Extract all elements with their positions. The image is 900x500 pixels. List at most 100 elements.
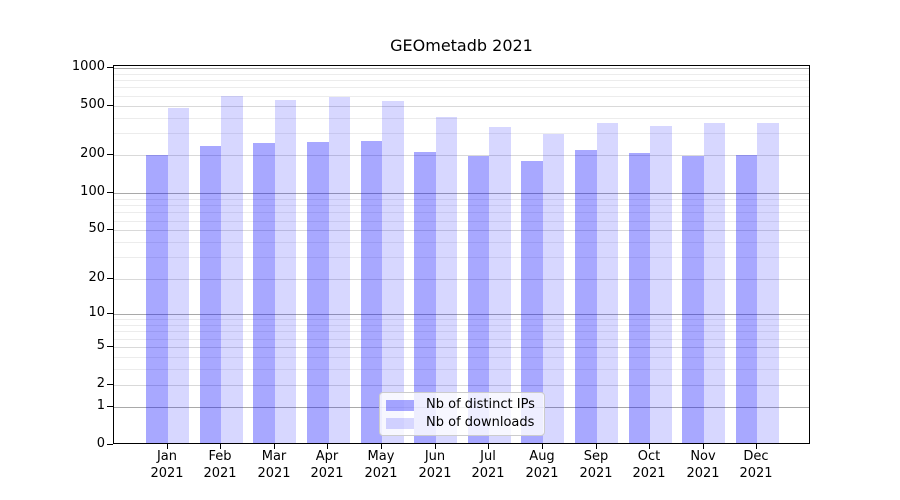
y-tick-label-5: 5 — [96, 338, 105, 353]
y-tick-label-50: 50 — [88, 221, 105, 236]
bar-downloads-jan — [167, 108, 190, 443]
y-tick-label-1000: 1000 — [71, 59, 105, 74]
legend: Nb of distinct IPs Nb of downloads — [379, 392, 545, 436]
x-tick-oct — [649, 444, 650, 449]
gridline-y-4 — [114, 357, 809, 358]
bar-downloads-feb — [221, 96, 243, 443]
x-tick-nov — [703, 444, 704, 449]
x-tick-aug — [542, 444, 543, 449]
x-tick-label-aug: Aug 2021 — [525, 449, 559, 481]
gridline-y-5 — [114, 347, 809, 348]
gridline-y-800 — [114, 80, 809, 81]
x-tick-label-nov: Nov 2021 — [686, 449, 720, 481]
y-tick-label-2: 2 — [96, 376, 105, 391]
x-tick-jul — [488, 444, 489, 449]
gridline-y-10 — [114, 314, 809, 315]
y-tick-label-0: 0 — [96, 436, 105, 451]
gridline-y-600 — [114, 96, 809, 97]
y-tick-label-100: 100 — [80, 184, 105, 199]
gridline-y-300 — [114, 133, 809, 134]
legend-entry-downloads: Nb of downloads — [386, 415, 538, 431]
y-tick-label-200: 200 — [80, 146, 105, 161]
x-tick-label-mar: Mar 2021 — [257, 449, 291, 481]
bar-distinct-ips-sep — [575, 150, 597, 443]
x-tick-jun — [435, 444, 436, 449]
bar-distinct-ips-may — [360, 141, 383, 443]
gridline-y-50 — [114, 230, 809, 231]
y-tick-5 — [107, 346, 113, 347]
x-tick-label-may: May 2021 — [364, 449, 398, 481]
y-tick-2 — [107, 384, 113, 385]
y-tick-500 — [107, 105, 113, 106]
x-tick-label-jun: Jun 2021 — [418, 449, 452, 481]
y-tick-20 — [107, 278, 113, 279]
legend-label-distinct-ips: Nb of distinct IPs — [426, 397, 535, 412]
y-tick-10 — [107, 313, 113, 314]
gridline-y-700 — [114, 87, 809, 88]
bar-downloads-apr — [328, 97, 350, 443]
bar-downloads-aug — [542, 134, 565, 443]
bar-downloads-nov — [703, 123, 726, 443]
x-tick-feb — [220, 444, 221, 449]
y-tick-label-1: 1 — [96, 398, 105, 413]
bar-downloads-jul — [489, 127, 511, 443]
bar-distinct-ips-jan — [146, 155, 168, 443]
gridline-y-3 — [114, 369, 809, 370]
bar-distinct-ips-oct — [628, 153, 651, 443]
y-tick-label-500: 500 — [80, 97, 105, 112]
x-tick-sep — [596, 444, 597, 449]
gridline-y-2 — [114, 385, 809, 386]
x-tick-jan — [167, 444, 168, 449]
gridline-y-6 — [114, 339, 809, 340]
gridline-y-40 — [114, 242, 809, 243]
gridline-y-60 — [114, 221, 809, 222]
bar-distinct-ips-feb — [199, 146, 222, 443]
gridline-y-1000 — [114, 68, 809, 69]
gridline-y-30 — [114, 257, 809, 258]
legend-swatch-downloads — [386, 417, 414, 429]
bar-distinct-ips-jul — [467, 156, 490, 443]
y-tick-100 — [107, 192, 113, 193]
legend-entry-distinct-ips: Nb of distinct IPs — [386, 397, 538, 413]
y-tick-label-20: 20 — [88, 270, 105, 285]
x-tick-label-jan: Jan 2021 — [150, 449, 184, 481]
gridline-y-20 — [114, 279, 809, 280]
bar-distinct-ips-dec — [735, 155, 758, 443]
x-tick-label-dec: Dec 2021 — [739, 449, 773, 481]
x-tick-label-feb: Feb 2021 — [203, 449, 237, 481]
y-tick-1 — [107, 406, 113, 407]
plot-area: Nb of distinct IPs Nb of downloads — [113, 65, 810, 444]
bar-downloads-sep — [596, 123, 618, 443]
legend-swatch-distinct-ips — [386, 399, 414, 411]
bar-distinct-ips-apr — [307, 142, 329, 443]
x-tick-may — [381, 444, 382, 449]
gridline-y-80 — [114, 205, 809, 206]
x-tick-label-jul: Jul 2021 — [471, 449, 505, 481]
y-tick-50 — [107, 229, 113, 230]
bar-distinct-ips-jun — [414, 152, 436, 443]
gridline-y-70 — [114, 212, 809, 213]
y-tick-0 — [107, 444, 113, 445]
y-tick-1000 — [107, 67, 113, 68]
bar-downloads-dec — [757, 123, 779, 443]
gridline-y-400 — [114, 118, 809, 119]
bar-distinct-ips-mar — [253, 143, 275, 443]
gridline-y-90 — [114, 199, 809, 200]
bar-distinct-ips-nov — [682, 156, 704, 443]
x-tick-apr — [327, 444, 328, 449]
x-tick-dec — [756, 444, 757, 449]
gridline-y-900 — [114, 74, 809, 75]
bar-downloads-may — [382, 101, 404, 443]
y-tick-200 — [107, 154, 113, 155]
x-tick-label-oct: Oct 2021 — [632, 449, 666, 481]
gridline-y-100 — [114, 193, 809, 194]
bar-distinct-ips-aug — [521, 161, 543, 443]
legend-label-downloads: Nb of downloads — [426, 415, 535, 430]
bar-downloads-mar — [274, 100, 297, 443]
gridline-y-7 — [114, 331, 809, 332]
gridline-y-8 — [114, 325, 809, 326]
gridline-y-500 — [114, 106, 809, 107]
bar-downloads-oct — [650, 126, 672, 443]
gridline-y-200 — [114, 155, 809, 156]
